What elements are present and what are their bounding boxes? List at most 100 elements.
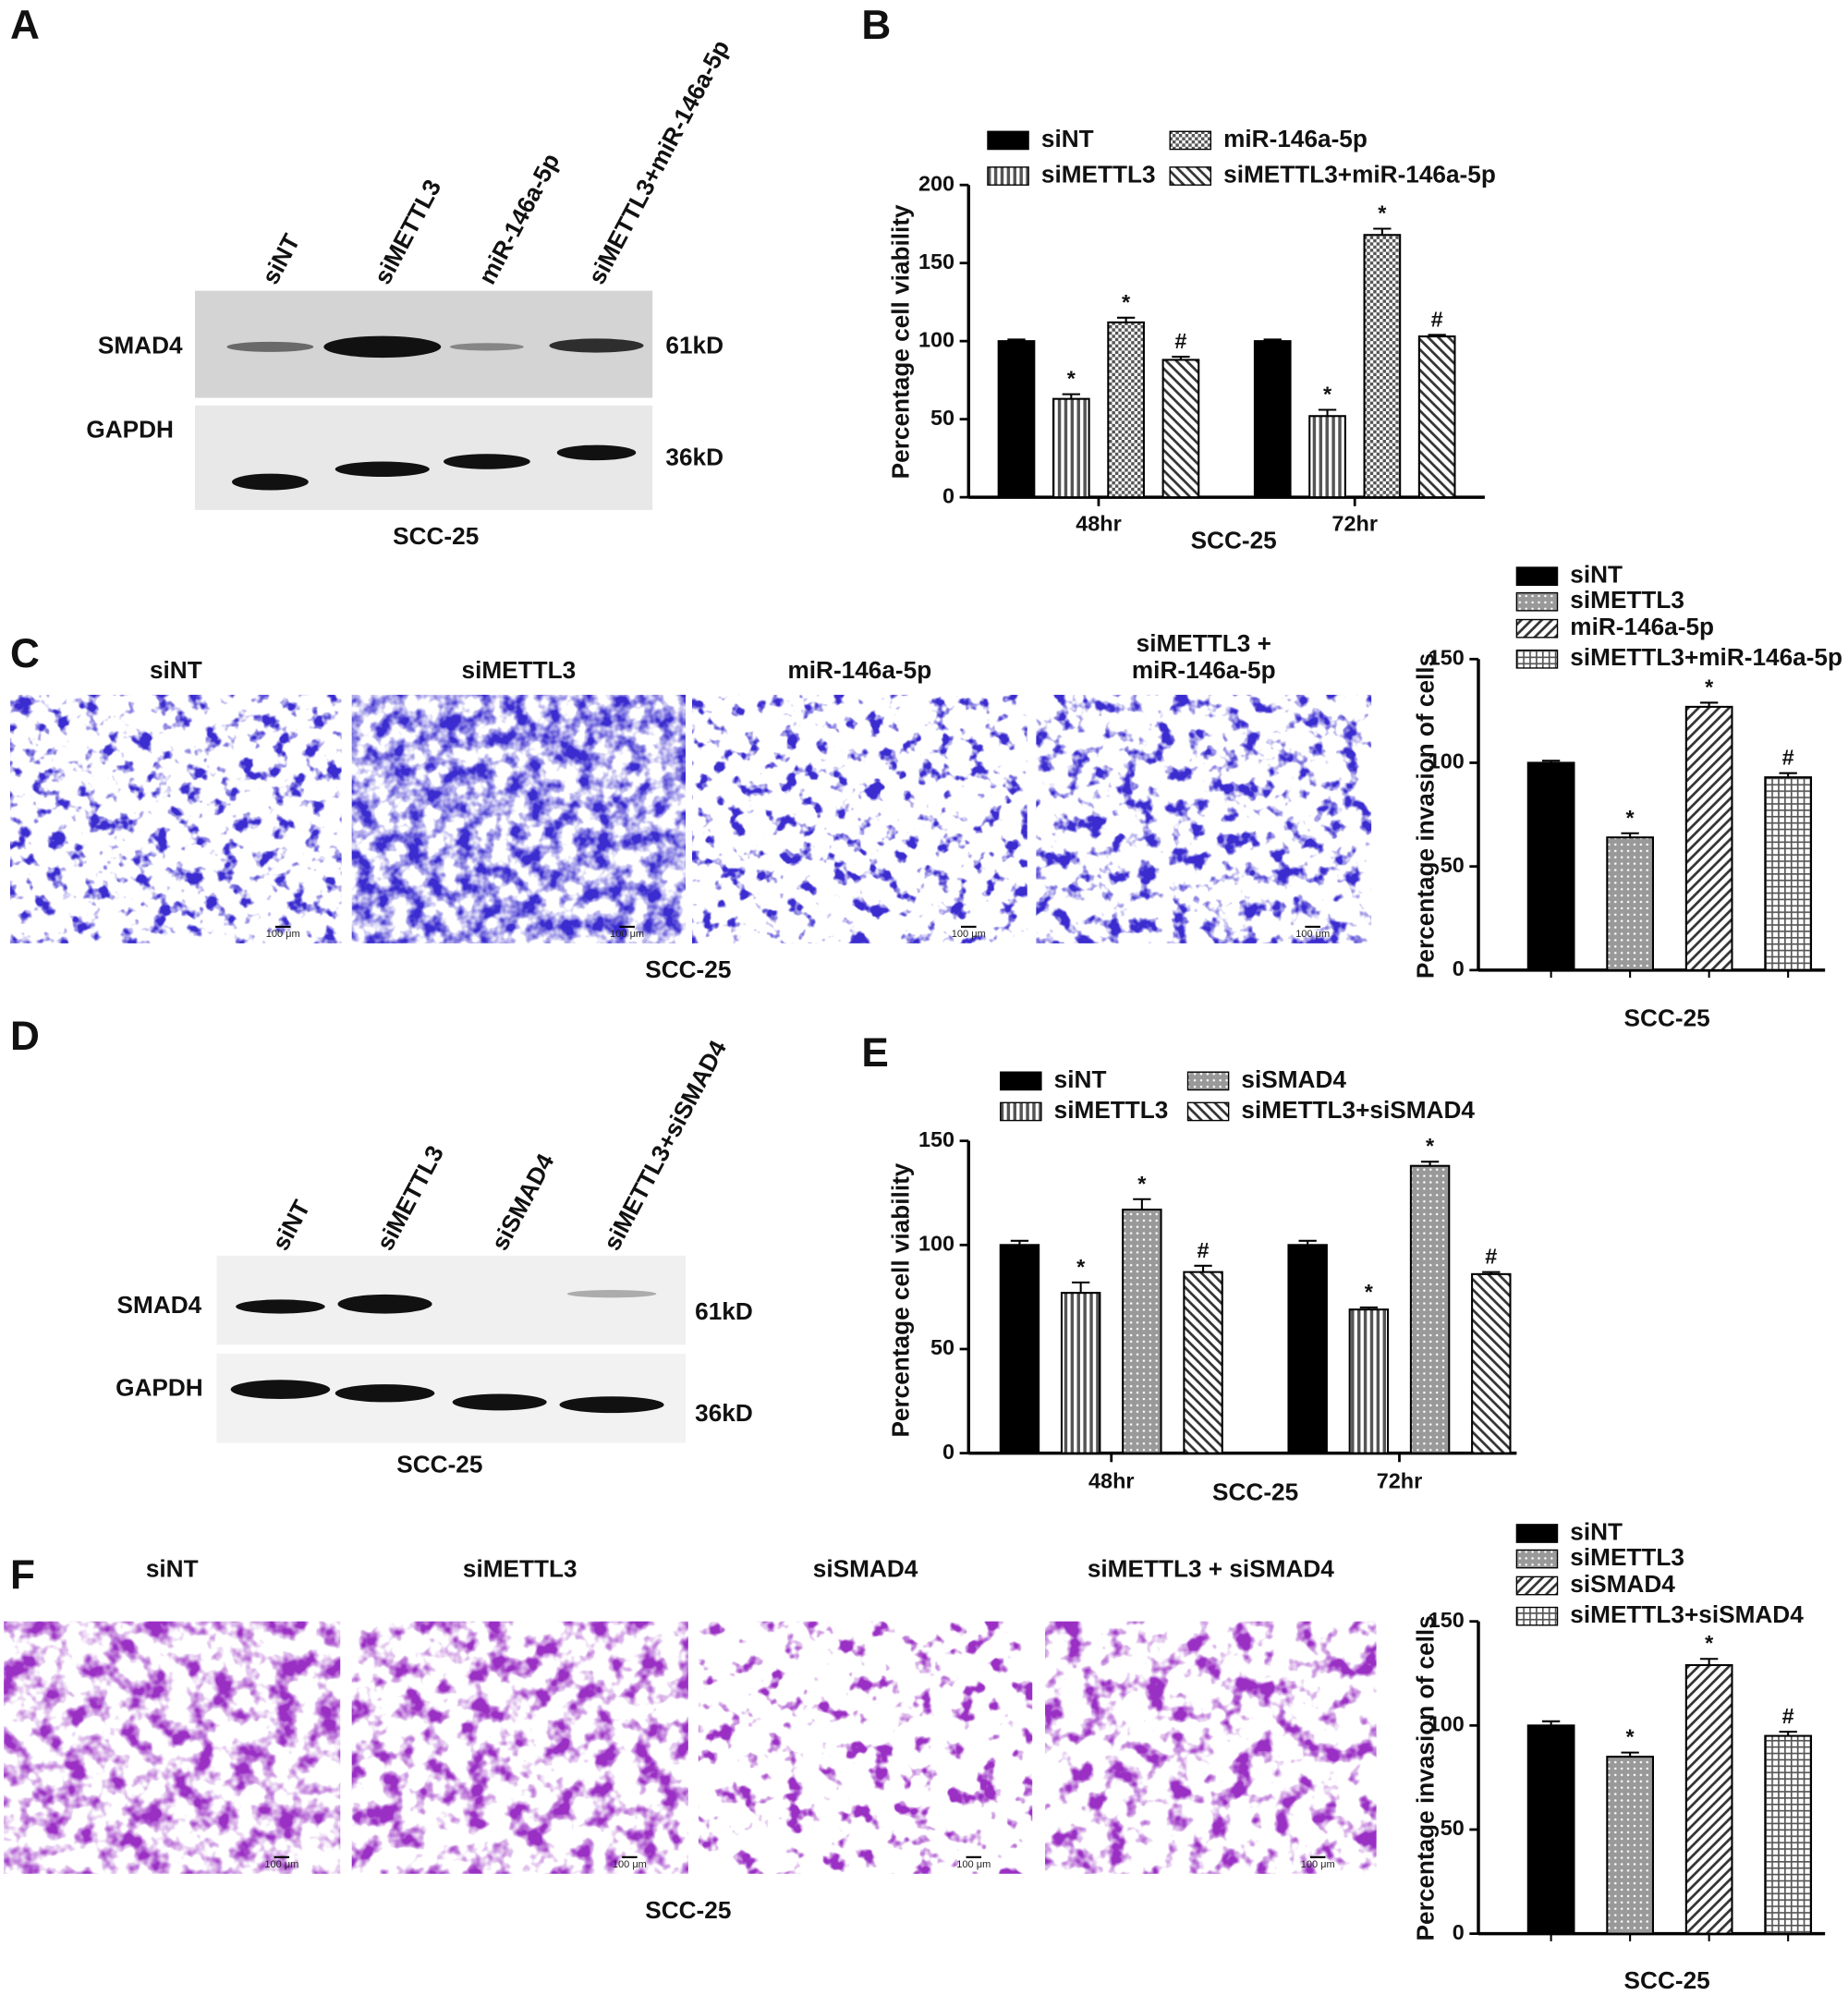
- bar: [1183, 1271, 1223, 1454]
- blot-band: [230, 1380, 331, 1399]
- legend-swatch: [1515, 566, 1559, 586]
- blot-band: [236, 1299, 325, 1314]
- significance-mark: *: [1426, 1134, 1435, 1158]
- y-tick-label: 100: [1429, 1712, 1465, 1736]
- condition-label: siSMAD4: [813, 1554, 918, 1582]
- y-tick-label: 100: [918, 1232, 954, 1256]
- blot-band: [334, 461, 430, 478]
- bar: [1409, 1164, 1451, 1454]
- x-axis-label: SCC-25: [1212, 1478, 1298, 1506]
- legend-swatch: [1515, 618, 1559, 639]
- y-tick-label: 150: [918, 1127, 954, 1151]
- lane-label: siNT: [256, 229, 305, 288]
- micrograph-texture: [1045, 1621, 1377, 1874]
- legend-label: siNT: [1054, 1065, 1107, 1093]
- legend-swatch: [1515, 1575, 1559, 1596]
- error-bar: [1116, 316, 1136, 322]
- legend-swatch: [1169, 166, 1212, 186]
- micrograph-texture: [10, 694, 342, 943]
- significance-mark: #: [1782, 746, 1794, 770]
- blot-band: [334, 1384, 435, 1403]
- condition-label: siMETTL3: [463, 1554, 578, 1582]
- significance-mark: *: [1122, 290, 1131, 314]
- scale-bar-label: 100 μm: [610, 929, 644, 940]
- bar: [1308, 415, 1346, 499]
- error-bar: [1172, 356, 1190, 360]
- y-tick-label: 100: [1429, 749, 1465, 773]
- condition-label: siMETTL3: [462, 656, 577, 684]
- bar: [1764, 776, 1813, 971]
- legend-swatch: [1000, 1071, 1042, 1091]
- size-label: 36kD: [695, 1399, 753, 1427]
- bar: [1417, 335, 1456, 499]
- row-label: SMAD4: [117, 1291, 202, 1319]
- bar: [1253, 340, 1292, 499]
- bar: [1107, 321, 1145, 499]
- error-bar: [1007, 338, 1026, 342]
- x-tick-label: 72hr: [1331, 512, 1378, 536]
- error-bar: [1541, 760, 1561, 763]
- y-axis-label: Percentage cell viability: [886, 204, 914, 479]
- legend-label: miR-146a-5p: [1570, 613, 1714, 640]
- error-bar: [1541, 1720, 1561, 1726]
- lane-label: siMETTL3: [369, 175, 447, 288]
- legend-swatch: [1000, 1101, 1042, 1122]
- error-bar: [1428, 334, 1446, 337]
- y-axis-label: Percentage invasion of cells: [1412, 653, 1440, 979]
- legend-label: siMETTL3+siSMAD4: [1570, 1600, 1804, 1628]
- significance-mark: #: [1485, 1245, 1497, 1269]
- blot-band: [444, 454, 530, 469]
- bar: [1122, 1208, 1162, 1454]
- condition-label: siMETTL3 + siSMAD4: [1088, 1554, 1334, 1582]
- condition-label: siNT: [150, 656, 202, 684]
- y-tick-label: 0: [1453, 956, 1465, 980]
- error-bar: [1779, 1731, 1797, 1736]
- significance-mark: *: [1378, 201, 1387, 225]
- bar: [1526, 1724, 1575, 1935]
- bar: [1471, 1272, 1512, 1454]
- legend-label: siMETTL3+miR-146a-5p: [1570, 643, 1842, 671]
- legend-label: siMETTL3: [1570, 1543, 1684, 1571]
- bar: [1348, 1308, 1390, 1454]
- error-bar: [1700, 1658, 1719, 1665]
- legend-swatch: [1515, 1606, 1559, 1626]
- panel-letter: D: [10, 1014, 40, 1059]
- micrograph-texture: [4, 1621, 341, 1874]
- bar: [1363, 234, 1402, 499]
- significance-mark: *: [1323, 383, 1332, 407]
- bar: [1052, 397, 1090, 499]
- x-tick-label: 48hr: [1088, 1469, 1135, 1493]
- legend-label: siSMAD4: [1241, 1065, 1346, 1093]
- legend-swatch: [1186, 1071, 1230, 1091]
- size-label: 36kD: [665, 444, 723, 471]
- x-tick-label: 72hr: [1377, 1469, 1423, 1493]
- significance-mark: *: [1137, 1172, 1147, 1196]
- row-label: GAPDH: [116, 1374, 203, 1402]
- panel-letter: E: [861, 1030, 888, 1076]
- legend-swatch: [1169, 130, 1212, 151]
- cell-line-label: SCC-25: [393, 522, 479, 550]
- bar: [1287, 1244, 1328, 1454]
- row-label: SMAD4: [98, 331, 183, 359]
- scale-bar-label: 100 μm: [1295, 929, 1330, 940]
- legend-swatch: [1515, 1524, 1559, 1543]
- legend-label: siNT: [1041, 125, 1094, 152]
- significance-mark: #: [1198, 1238, 1210, 1262]
- x-axis-label: SCC-25: [1624, 1004, 1710, 1032]
- y-tick-label: 0: [942, 483, 954, 507]
- error-bar: [1621, 832, 1639, 838]
- legend-swatch: [1515, 1549, 1559, 1569]
- condition-label: siMETTL3 +: [1137, 629, 1271, 657]
- error-bar: [1373, 227, 1392, 236]
- legend-label: siNT: [1570, 1517, 1623, 1545]
- y-tick-label: 50: [930, 406, 954, 430]
- significance-mark: #: [1174, 329, 1186, 353]
- panel-letter: B: [861, 3, 891, 48]
- blot-band: [449, 343, 524, 351]
- micrograph-texture: [351, 1621, 688, 1874]
- condition-label: miR-146a-5p: [1132, 656, 1276, 684]
- legend-label: siSMAD4: [1570, 1570, 1675, 1598]
- panel-letter: F: [10, 1552, 35, 1598]
- error-bar: [1482, 1271, 1501, 1274]
- bar: [1060, 1292, 1101, 1454]
